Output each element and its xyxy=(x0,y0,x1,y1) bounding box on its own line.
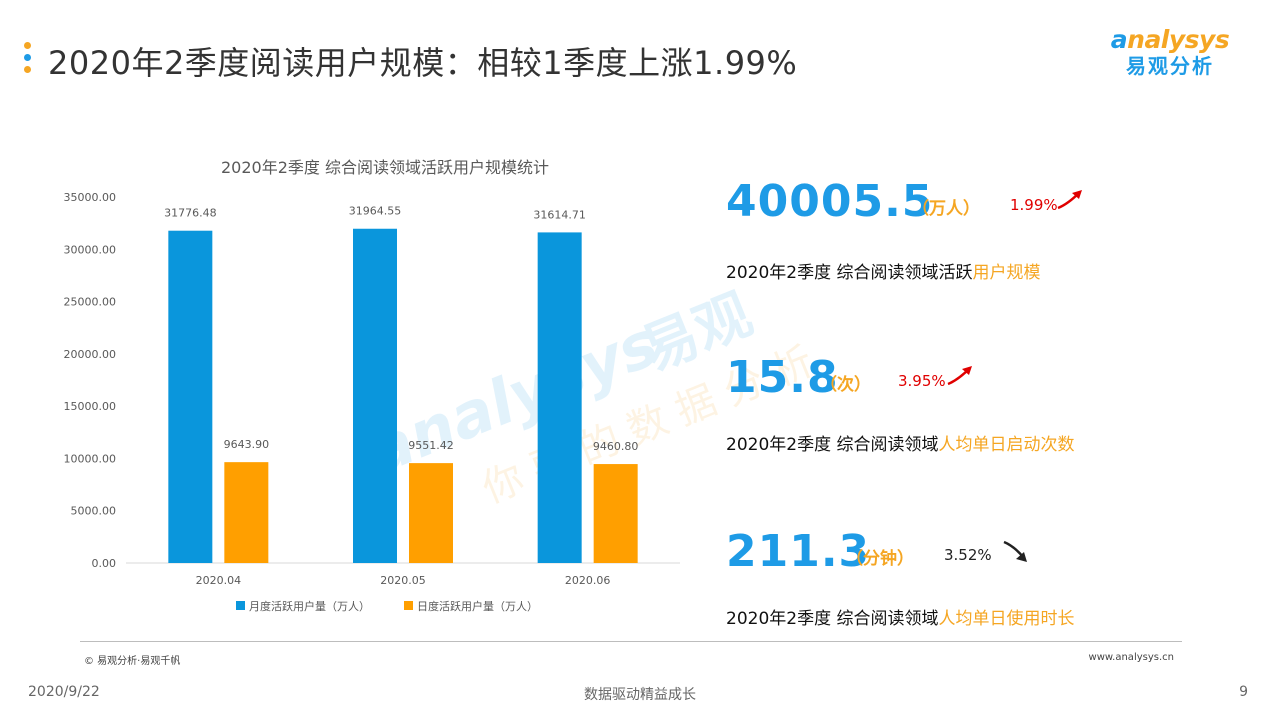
brand-logo: analysys 易观分析 xyxy=(1100,25,1240,79)
metric-unit: （万人） xyxy=(912,199,980,219)
footer-divider xyxy=(80,641,1182,642)
metric-description-highlight: 用户规模 xyxy=(972,263,1041,283)
page-title: 2020年2季度阅读用户规模：相较1季度上涨1.99% xyxy=(48,44,798,82)
page-date: 2020/9/22 xyxy=(28,684,100,700)
metric-user-scale: 40005.5 （万人） 1.99% 2020年2季度 综合阅读领域活跃用户规模 xyxy=(726,176,1226,283)
bar-monthly xyxy=(537,232,582,564)
metric-usage-duration: 211.3 （分钟） 3.52% 2020年2季度 综合阅读领域人均单日使用时长 xyxy=(726,526,1226,629)
source-note: © 易观分析·易观千帆 xyxy=(84,656,181,667)
bullet-dot-blue xyxy=(24,54,31,61)
bar-daily xyxy=(593,464,638,563)
metric-change: 3.52% xyxy=(944,546,992,564)
legend-swatch xyxy=(404,601,413,610)
bar-data-label: 9551.42 xyxy=(408,439,454,452)
metric-change: 1.99% xyxy=(1010,196,1058,214)
bar-daily xyxy=(409,463,453,563)
y-tick-label: 5000.00 xyxy=(71,505,117,518)
metric-description: 2020年2季度 综合阅读领域人均单日使用时长 xyxy=(726,609,1075,629)
metric-description-highlight: 人均单日使用时长 xyxy=(938,609,1075,629)
metric-change: 3.95% xyxy=(898,372,946,390)
trend-up-arrow-icon xyxy=(1057,190,1082,210)
trend-up-arrow-icon xyxy=(947,366,972,386)
bar-data-label: 31964.55 xyxy=(349,205,402,218)
bar-monthly xyxy=(168,230,213,564)
bullet-dot-orange xyxy=(24,66,31,73)
brand-logo-en: analysys xyxy=(1110,25,1230,54)
brand-logo-cn: 易观分析 xyxy=(1126,54,1214,78)
bar-data-label: 31614.71 xyxy=(533,208,586,221)
y-tick-label: 20000.00 xyxy=(64,348,117,361)
y-tick-label: 0.00 xyxy=(92,557,117,570)
metric-description: 2020年2季度 综合阅读领域活跃用户规模 xyxy=(726,263,1041,283)
bar-data-label: 9643.90 xyxy=(224,438,270,451)
metric-value: 211.3 xyxy=(726,526,871,577)
page-number: 9 xyxy=(1239,684,1248,700)
bar-chart: 0.00 5000.00 10000.00 15000.00 20000.00 25000… xyxy=(64,191,680,613)
title-bullet-dots xyxy=(24,42,32,78)
y-tick-label: 25000.00 xyxy=(64,296,117,309)
y-tick-label: 10000.00 xyxy=(64,452,117,465)
bar-data-label: 31776.48 xyxy=(164,207,217,220)
x-tick-label: 2020.06 xyxy=(565,574,611,587)
metric-launch-count: 15.8 （次） 3.95% 2020年2季度 综合阅读领域人均单日启动次数 xyxy=(726,352,1226,455)
chart-title: 2020年2季度 综合阅读领域活跃用户规模统计 xyxy=(221,158,549,177)
legend-label: 日度活跃用户量（万人） xyxy=(417,599,538,613)
metric-value: 40005.5 xyxy=(726,176,934,227)
legend-swatch xyxy=(236,601,245,610)
metric-description-highlight: 人均单日启动次数 xyxy=(938,435,1075,455)
metric-value: 15.8 xyxy=(726,352,839,403)
x-tick-label: 2020.05 xyxy=(380,574,426,587)
trend-down-arrow-icon xyxy=(1003,540,1027,562)
footer-slogan: 数据驱动精益成长 xyxy=(584,687,696,703)
metric-unit: （次） xyxy=(820,375,871,395)
bar-daily xyxy=(224,462,269,563)
bullet-dot-orange xyxy=(24,42,31,49)
bar-data-label: 9460.80 xyxy=(593,440,639,453)
metric-unit: （分钟） xyxy=(846,549,914,569)
y-tick-label: 35000.00 xyxy=(64,191,117,204)
bar-monthly xyxy=(353,228,397,564)
website-link: www.analysys.cn xyxy=(1088,652,1174,663)
metric-description: 2020年2季度 综合阅读领域人均单日启动次数 xyxy=(726,435,1075,455)
y-tick-label: 30000.00 xyxy=(64,243,117,256)
y-tick-label: 15000.00 xyxy=(64,400,117,413)
x-tick-label: 2020.04 xyxy=(196,574,242,587)
legend-label: 月度活跃用户量（万人） xyxy=(249,599,370,613)
